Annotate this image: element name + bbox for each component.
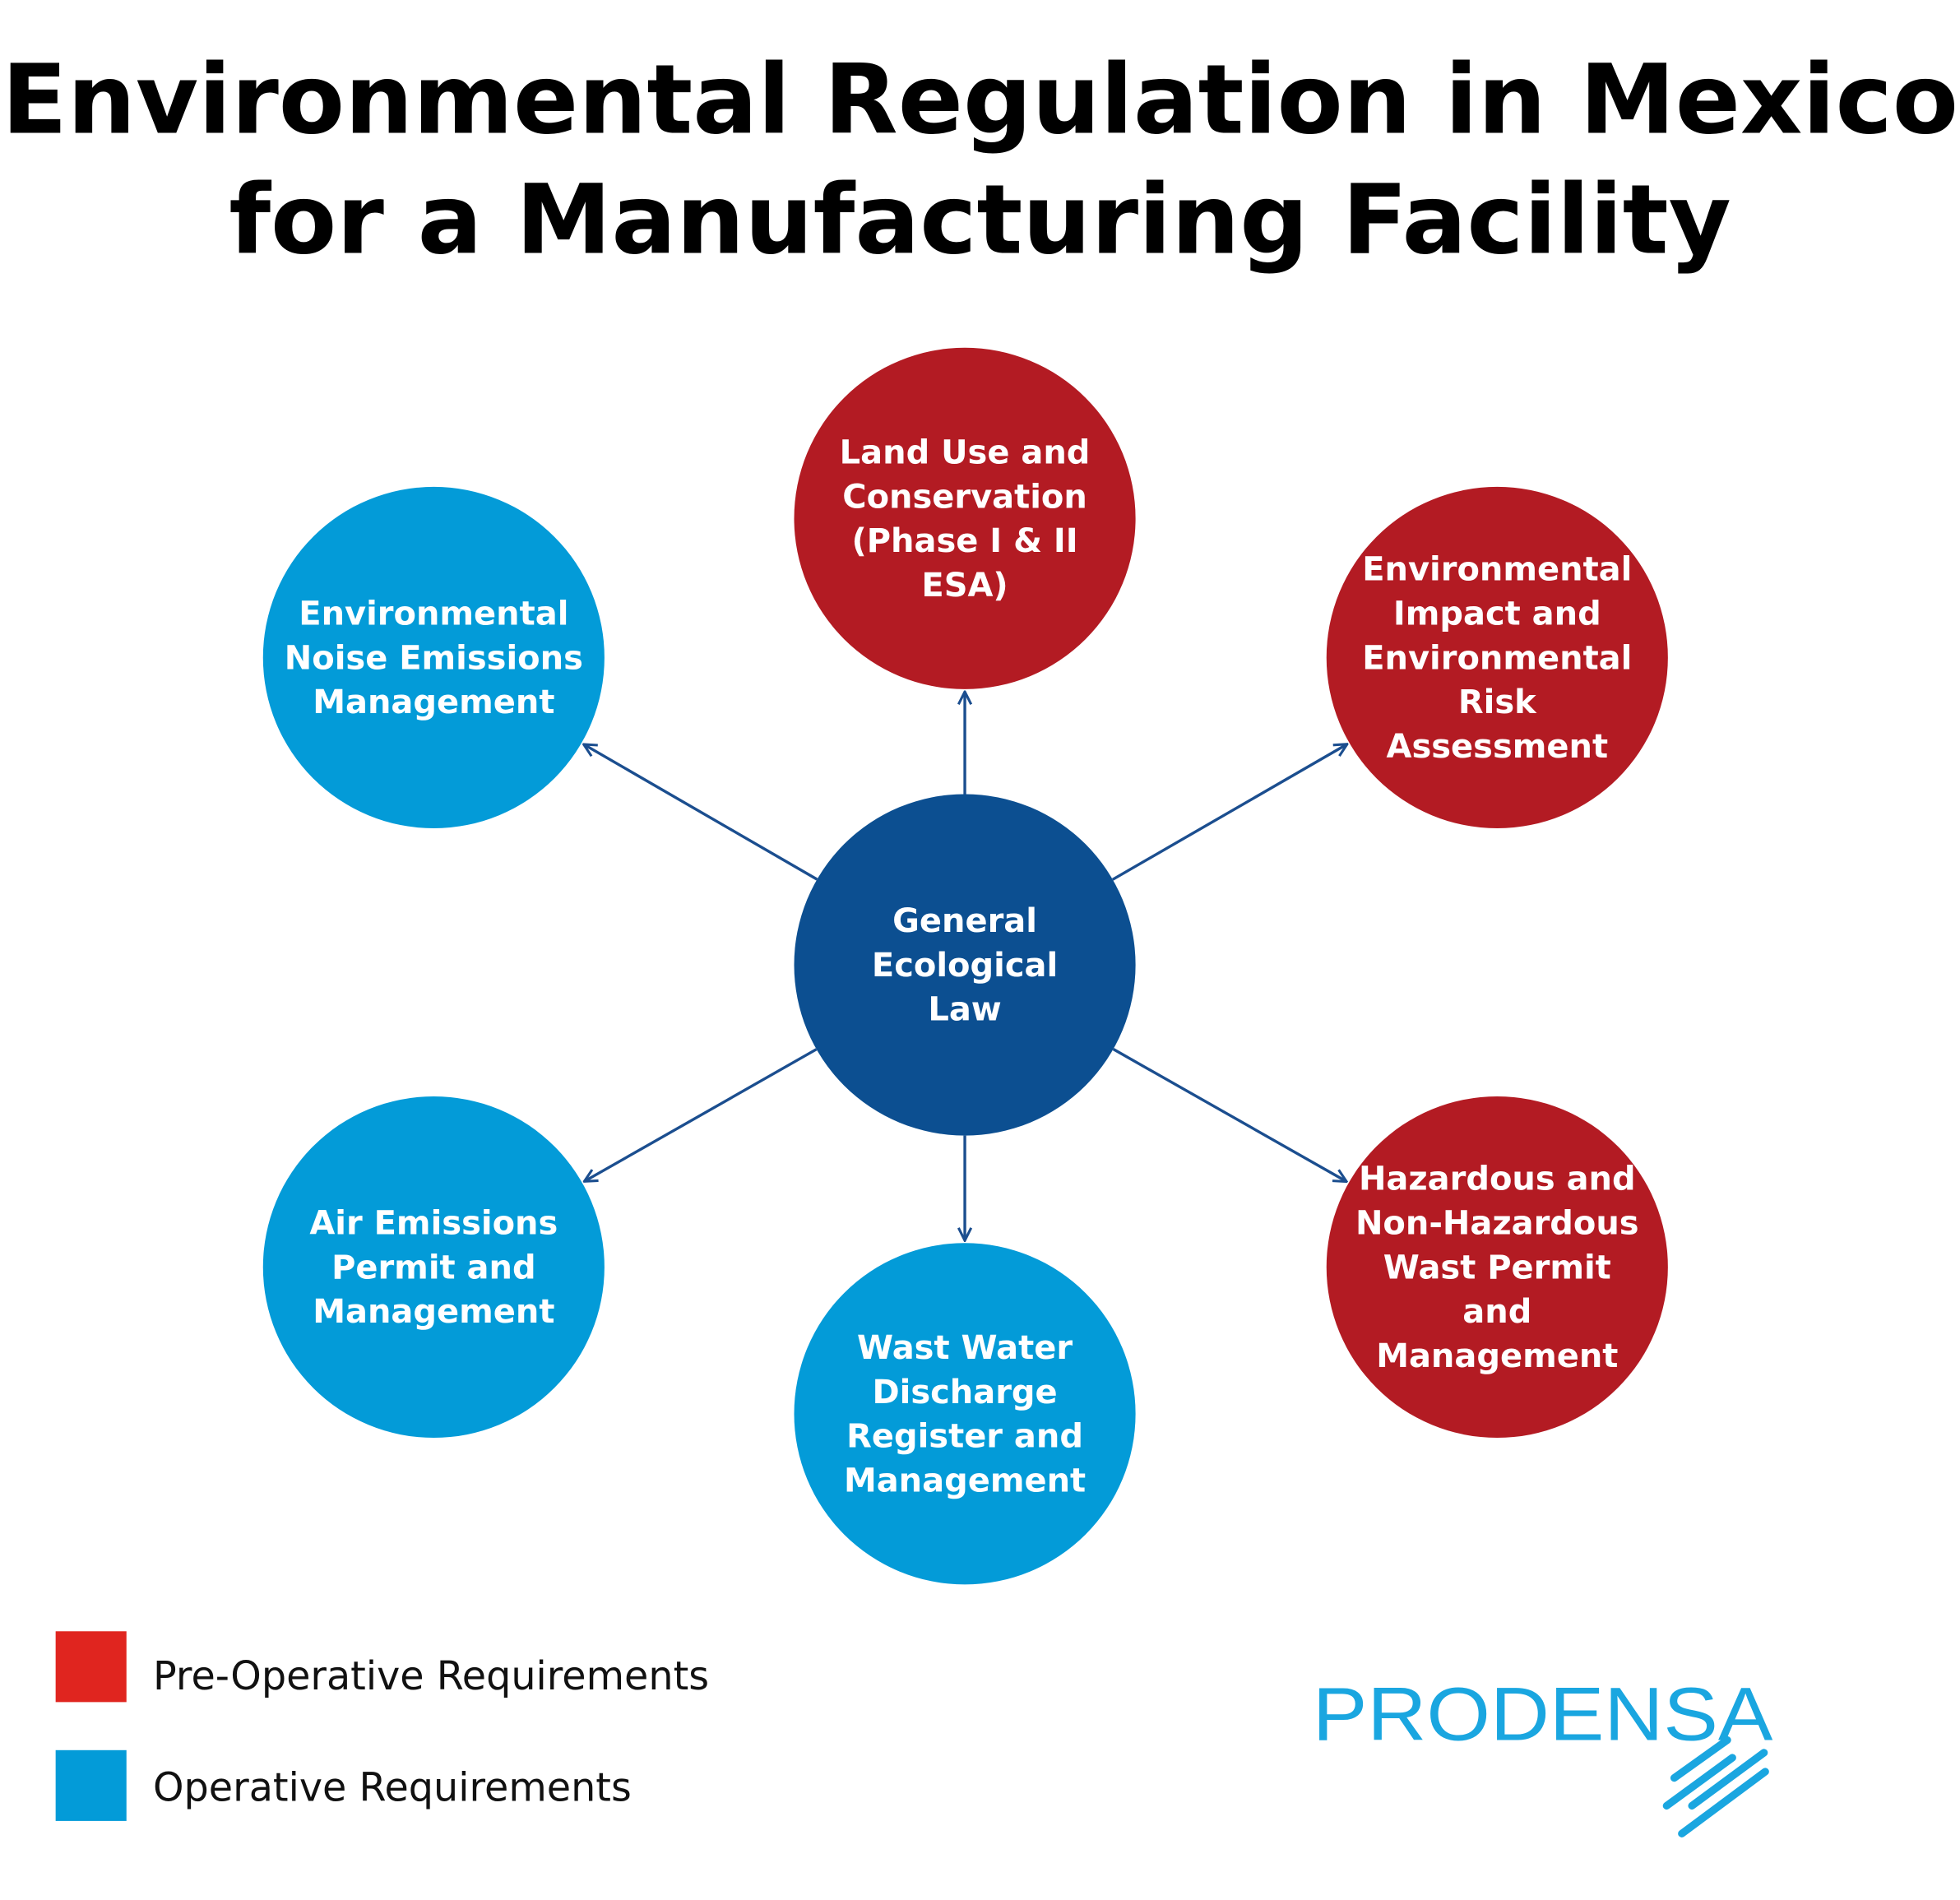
arrow-to-hazardous-waste [1112, 1048, 1347, 1182]
node-land-use-label-line: (Phase I & II [851, 522, 1077, 560]
node-environmental-impact-label-line: Assessment [1387, 728, 1609, 766]
node-environmental-impact-label-line: Risk [1458, 684, 1537, 721]
node-waste-water-label-line: Register and [846, 1418, 1083, 1456]
node-land-use-label-line: ESA) [921, 567, 1008, 605]
node-general-ecological-law-label-line: General [892, 902, 1037, 940]
node-environmental-impact-label-line: Impact and [1393, 595, 1601, 633]
prodensa-logo: PRODENSA [1313, 1671, 1773, 1837]
node-environmental-impact-label-line: Environmental [1362, 639, 1632, 677]
node-general-ecological-law-label-line: Law [928, 991, 1001, 1029]
node-land-use-label-line: Conservation [842, 478, 1087, 516]
node-hazardous-waste-label-line: Management [1376, 1337, 1618, 1375]
node-waste-water-label-line: Wast Water [857, 1329, 1073, 1367]
arrow-to-air-emissions [584, 1048, 818, 1182]
legend-label-pre-operative: Pre-Operative Requirements [153, 1654, 709, 1699]
node-hazardous-waste-label-line: Non-Hazardous [1355, 1205, 1639, 1243]
node-air-emissions-label-line: Management [313, 1293, 554, 1331]
node-air-emissions-circle [262, 1096, 605, 1439]
arrow-to-noise-emissions [584, 744, 818, 881]
node-hazardous-waste-label-line: and [1462, 1293, 1531, 1331]
node-air-emissions-label-line: Air Emissions [309, 1205, 558, 1243]
node-land-use-circle [794, 347, 1136, 689]
arrows [584, 692, 1347, 1240]
node-waste-water-circle [794, 1243, 1136, 1585]
node-noise-emissions-label-line: Management [313, 684, 554, 721]
arrow-to-environmental-impact [1111, 744, 1347, 881]
node-hazardous-waste-label-line: Wast Permit [1383, 1249, 1611, 1286]
node-land-use-label-line: Land Use and [840, 433, 1091, 471]
node-waste-water-label-line: Management [844, 1462, 1086, 1499]
node-waste-water: Wast Water Discharge Register and Managemen… [794, 1243, 1136, 1585]
node-waste-water-label-line: Discharge [872, 1374, 1057, 1411]
node-general-ecological-law-circle [794, 794, 1136, 1136]
legend-swatch-pre-operative [55, 1631, 127, 1703]
node-noise-emissions-label-line: Noise Emissions [285, 639, 583, 677]
node-land-use: Land Use and Conservation (Phase I & II ESA… [794, 347, 1136, 689]
node-air-emissions-label-line: Permit and [331, 1249, 536, 1286]
legend-swatch-operative [55, 1749, 127, 1821]
node-noise-emissions: Environmental Noise Emissions Management [262, 486, 605, 829]
node-general-ecological-law-label-line: Ecological [872, 947, 1058, 985]
node-environmental-impact-circle [1326, 486, 1668, 829]
node-air-emissions: Air Emissions Permit and Management [262, 1096, 605, 1439]
node-environmental-impact-label-line: Environmental [1362, 551, 1632, 589]
legend: Pre-Operative Requirements Operative Req… [55, 1631, 709, 1821]
legend-label-operative: Operative Requirements [153, 1765, 632, 1810]
node-hazardous-waste-circle [1326, 1096, 1668, 1439]
node-environmental-impact: Environmental Impact and Environmental Risk… [1326, 486, 1668, 829]
title-line-1: Environmental Regulation in Mexico [2, 44, 1958, 155]
node-noise-emissions-label-line: Environmental [299, 595, 568, 633]
title-line-2: for a Manufacturing Facility [229, 164, 1731, 276]
node-hazardous-waste: Hazardous and Non-Hazardous Wast Permit and… [1326, 1096, 1668, 1439]
node-noise-emissions-circle [262, 486, 605, 829]
logo-stripes-icon [1662, 1735, 1769, 1837]
node-general-ecological-law: General Ecological Law [794, 794, 1136, 1136]
nodes: Land Use and Conservation (Phase I & II ESA… [262, 347, 1668, 1585]
logo-wordmark: PRODENSA [1313, 1671, 1773, 1757]
node-hazardous-waste-label-line: Hazardous and [1359, 1161, 1636, 1198]
